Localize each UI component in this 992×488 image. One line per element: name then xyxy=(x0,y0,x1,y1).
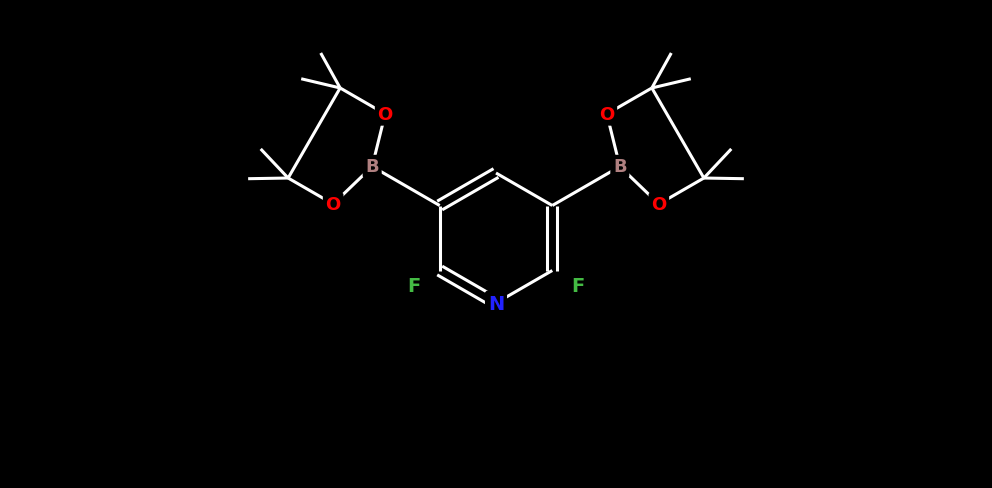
Text: O: O xyxy=(378,106,393,124)
Text: F: F xyxy=(571,276,585,295)
Text: N: N xyxy=(488,294,504,313)
Text: O: O xyxy=(651,196,667,214)
Text: F: F xyxy=(407,276,421,295)
Text: O: O xyxy=(599,106,614,124)
Text: B: B xyxy=(365,158,379,176)
Text: O: O xyxy=(325,196,341,214)
Text: B: B xyxy=(613,158,627,176)
